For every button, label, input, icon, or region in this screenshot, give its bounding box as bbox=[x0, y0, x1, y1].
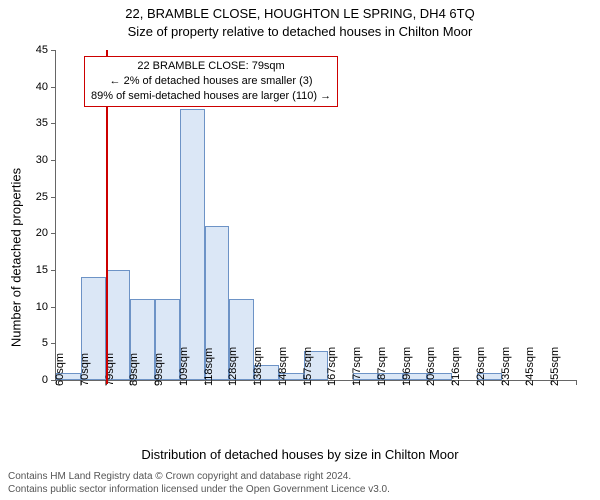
y-axis-label: Number of detached properties bbox=[9, 58, 24, 458]
x-tick-label: 255sqm bbox=[549, 345, 561, 386]
y-tick-label: 35 bbox=[36, 117, 56, 129]
x-tick-label: 226sqm bbox=[475, 345, 487, 386]
x-tick-label: 128sqm bbox=[227, 345, 239, 386]
callout-line-1: ← 2% of detached houses are smaller (3) bbox=[91, 74, 331, 89]
x-axis-label: Distribution of detached houses by size … bbox=[0, 447, 600, 462]
x-tick-label: 118sqm bbox=[203, 346, 215, 386]
x-tick-label: 167sqm bbox=[326, 345, 338, 386]
y-tick-label: 15 bbox=[36, 264, 56, 276]
x-tick-label: 148sqm bbox=[277, 345, 289, 386]
x-tick-label: 157sqm bbox=[302, 345, 314, 386]
x-tick-label: 60sqm bbox=[54, 351, 66, 386]
x-tick-label: 89sqm bbox=[128, 351, 140, 386]
chart-supertitle: 22, BRAMBLE CLOSE, HOUGHTON LE SPRING, D… bbox=[0, 6, 600, 21]
x-tick-label: 216sqm bbox=[450, 345, 462, 386]
attribution-footer: Contains HM Land Registry data © Crown c… bbox=[8, 471, 592, 496]
histogram-bar bbox=[180, 109, 205, 380]
callout-line-0: 22 BRAMBLE CLOSE: 79sqm bbox=[91, 59, 331, 74]
x-tick-label: 235sqm bbox=[500, 345, 512, 386]
y-tick-label: 10 bbox=[36, 301, 56, 313]
x-tick-label: 109sqm bbox=[178, 345, 190, 386]
y-tick-label: 25 bbox=[36, 191, 56, 203]
x-tick-label: 138sqm bbox=[252, 345, 264, 386]
plot-area: 05101520253035404560sqm70sqm79sqm89sqm99… bbox=[55, 50, 576, 381]
x-tick-label: 99sqm bbox=[153, 351, 165, 386]
callout-box: 22 BRAMBLE CLOSE: 79sqm← 2% of detached … bbox=[84, 56, 338, 107]
chart-title: Size of property relative to detached ho… bbox=[0, 24, 600, 39]
callout-line-2: 89% of semi-detached houses are larger (… bbox=[91, 89, 331, 104]
y-tick-label: 20 bbox=[36, 227, 56, 239]
x-tick bbox=[576, 380, 577, 385]
y-tick-label: 45 bbox=[36, 44, 56, 56]
x-tick-label: 177sqm bbox=[351, 345, 363, 386]
y-tick-label: 40 bbox=[36, 81, 56, 93]
x-tick-label: 196sqm bbox=[401, 345, 413, 386]
x-tick-label: 70sqm bbox=[79, 351, 91, 386]
x-tick-label: 206sqm bbox=[425, 345, 437, 386]
x-tick-label: 187sqm bbox=[376, 345, 388, 386]
y-tick-label: 30 bbox=[36, 154, 56, 166]
x-tick-label: 245sqm bbox=[524, 345, 536, 386]
footer-line-1: Contains HM Land Registry data © Crown c… bbox=[8, 471, 592, 484]
y-tick-label: 5 bbox=[42, 337, 56, 349]
footer-line-2: Contains public sector information licen… bbox=[8, 484, 592, 497]
